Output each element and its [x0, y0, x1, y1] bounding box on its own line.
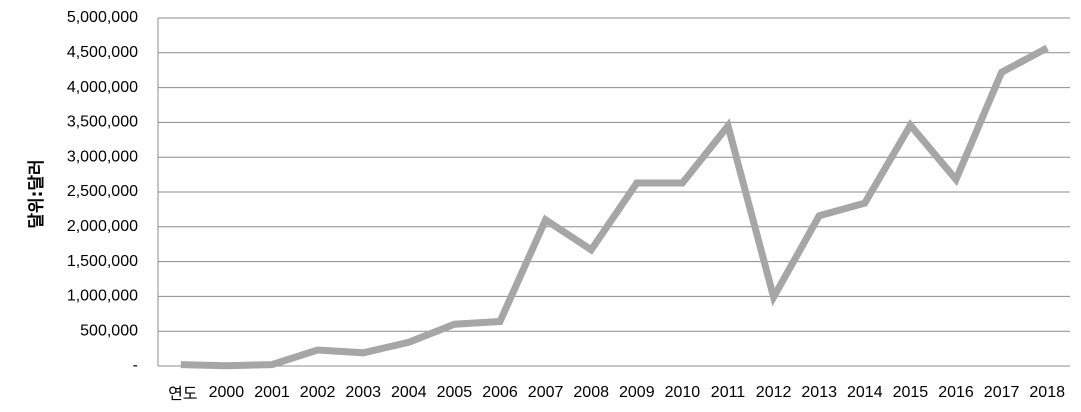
x-tick-label: 2011 [711, 384, 746, 401]
grid [157, 17, 1070, 367]
series-line [180, 44, 1049, 370]
y-tick-label: 4,500,000 [67, 44, 138, 61]
x-tick-label: 2009 [619, 384, 655, 401]
x-tick-label: 2016 [938, 384, 974, 401]
x-tick-label: 2017 [984, 384, 1020, 401]
x-tick-label: 2004 [391, 384, 427, 401]
x-tick-label: 2007 [528, 384, 564, 401]
y-tick-label: 2,000,000 [67, 218, 138, 235]
x-tick-label: 2012 [756, 384, 792, 401]
x-tick-label: 2001 [254, 384, 290, 401]
x-tick-label: 2015 [893, 384, 929, 401]
x-axis-ticks: 연도 2000 2001 2002 2003 2004 2005 2006 2007 2008 20… [168, 384, 1065, 403]
y-tick-label: 3,500,000 [67, 114, 138, 131]
y-tick-label: 2,500,000 [67, 183, 138, 200]
x-tick-label: 2000 [209, 384, 245, 401]
x-tick-label: 2006 [482, 384, 518, 401]
y-axis-ticks: - 500,000 1,000,000 1,500,000 2,000,000 2,500… [67, 9, 138, 374]
x-tick-label: 2013 [801, 384, 837, 401]
x-axis-label: 연도 [168, 385, 197, 403]
x-tick-label: 2003 [345, 384, 381, 401]
x-tick-label: 2002 [300, 384, 336, 401]
y-tick-label: 3,000,000 [67, 148, 138, 165]
x-tick-label: 2005 [437, 384, 473, 401]
series [180, 44, 1049, 370]
x-tick-label: 2018 [1029, 384, 1065, 401]
x-tick-label: 2008 [573, 384, 609, 401]
x-tick-label: 2010 [665, 384, 701, 401]
y-tick-label: - [133, 357, 138, 374]
y-tick-label: 1,500,000 [67, 253, 138, 270]
x-tick-label: 2014 [847, 384, 883, 401]
y-tick-label: 5,000,000 [67, 9, 138, 26]
y-tick-label: 500,000 [80, 322, 138, 339]
y-axis-label: 달위:달러 [26, 159, 47, 228]
y-tick-label: 1,000,000 [67, 288, 138, 305]
y-tick-label: 4,000,000 [67, 79, 138, 96]
